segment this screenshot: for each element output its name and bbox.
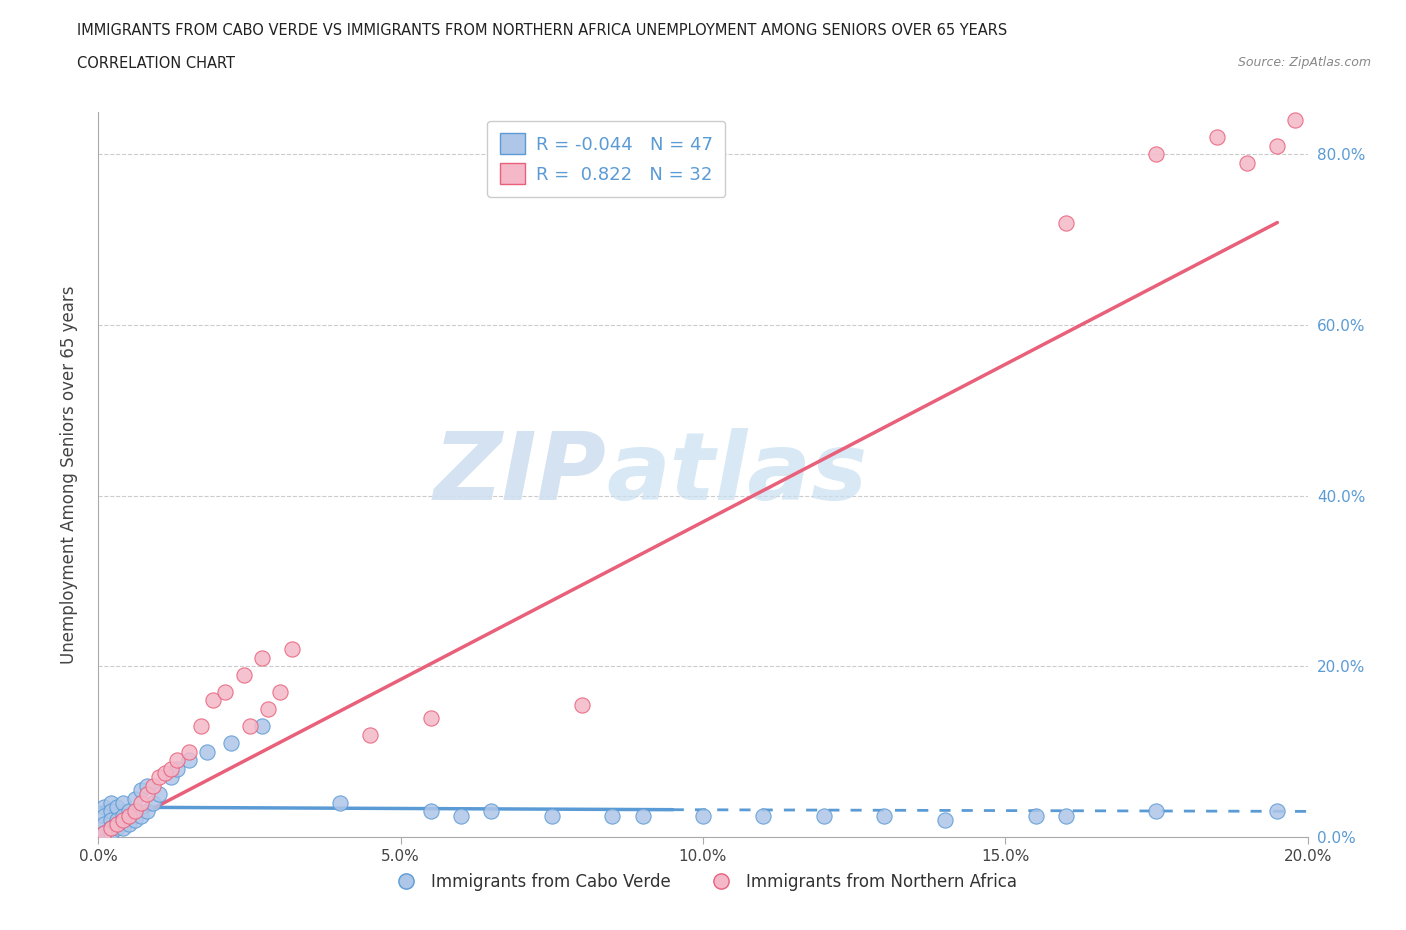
Point [129,808,152,823]
Point [100,795,122,810]
Point [179,752,201,767]
Point [93,825,115,840]
Point [93,808,115,823]
Point [148,787,170,802]
Point [105,813,128,828]
Text: ZIP: ZIP [433,429,606,520]
Point [153,765,176,780]
Point [360,727,382,742]
Point [1206,130,1229,145]
Point [100,825,122,840]
Point [129,795,152,810]
Point [111,808,134,823]
Point [129,783,152,798]
Point [148,770,170,785]
Point [420,711,443,725]
Point [100,804,122,818]
Y-axis label: Unemployment Among Seniors over 65 years: Unemployment Among Seniors over 65 years [59,286,77,663]
Point [135,778,157,793]
Text: IMMIGRANTS FROM CABO VERDE VS IMMIGRANTS FROM NORTHERN AFRICA UNEMPLOYMENT AMONG: IMMIGRANTS FROM CABO VERDE VS IMMIGRANTS… [77,23,1008,38]
Point [190,719,212,734]
Point [256,701,278,716]
Point [166,762,188,777]
Point [142,778,165,793]
Text: CORRELATION CHART: CORRELATION CHART [77,56,235,71]
Point [93,817,115,831]
Point [329,795,352,810]
Point [250,650,273,665]
Point [105,800,128,815]
Point [420,804,443,818]
Point [118,804,141,818]
Point [166,752,188,767]
Point [118,808,141,823]
Point [111,821,134,836]
Point [160,762,183,777]
Point [214,684,236,699]
Point [100,821,122,836]
Point [281,642,304,657]
Point [752,808,775,823]
Point [135,804,157,818]
Point [160,770,183,785]
Point [105,817,128,831]
Point [100,813,122,828]
Point [540,808,562,823]
Point [481,804,503,818]
Point [1267,804,1289,818]
Text: Source: ZipAtlas.com: Source: ZipAtlas.com [1237,56,1371,69]
Point [1236,155,1258,170]
Point [1267,139,1289,153]
Point [142,795,165,810]
Point [124,791,146,806]
Point [934,813,956,828]
Point [105,821,128,836]
Point [269,684,291,699]
Point [135,787,157,802]
Point [111,813,134,828]
Point [111,795,134,810]
Point [118,817,141,831]
Point [602,808,624,823]
Point [692,808,714,823]
Point [93,800,115,815]
Point [1054,215,1077,230]
Point [232,668,254,683]
Point [221,736,243,751]
Text: atlas: atlas [606,429,868,520]
Point [124,804,146,818]
Point [124,813,146,828]
Point [239,719,262,734]
Point [1144,804,1167,818]
Point [1024,808,1046,823]
Point [571,698,593,712]
Point [179,744,201,759]
Point [1144,147,1167,162]
Point [100,821,122,836]
Point [250,719,273,734]
Point [202,693,225,708]
Point [631,808,654,823]
Point [813,808,835,823]
Point [93,825,115,840]
Point [195,744,218,759]
Point [873,808,896,823]
Point [450,808,472,823]
Point [1284,113,1306,127]
Point [1054,808,1077,823]
Legend: Immigrants from Cabo Verde, Immigrants from Northern Africa: Immigrants from Cabo Verde, Immigrants f… [382,866,1024,897]
